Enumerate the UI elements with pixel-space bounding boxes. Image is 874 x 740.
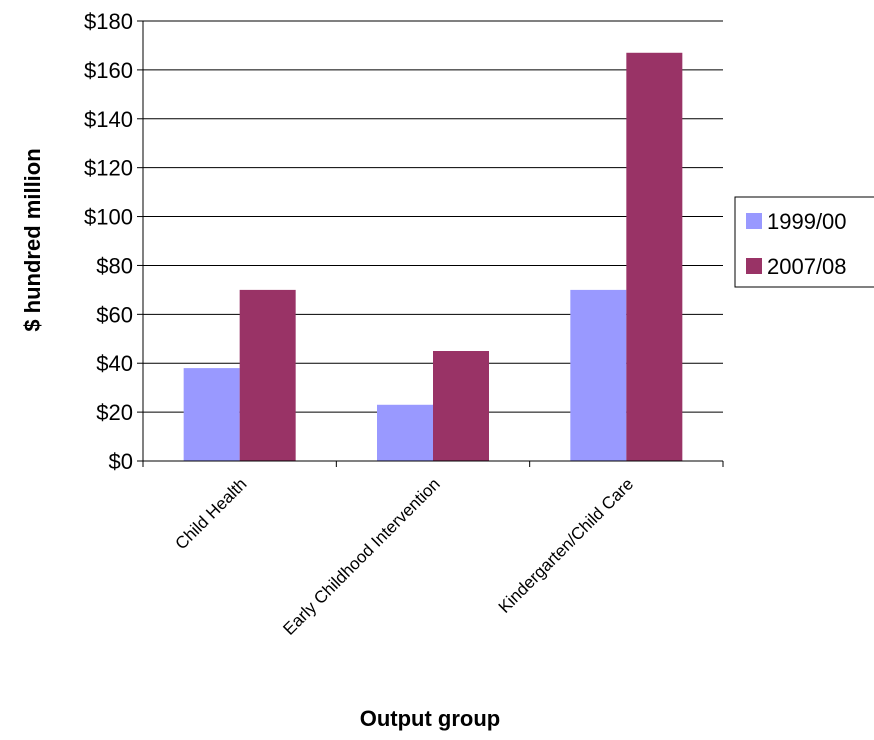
legend-swatch	[746, 213, 762, 229]
legend-label: 1999/00	[767, 209, 847, 234]
x-axis-title: Output group	[360, 706, 501, 731]
y-tick-label: $100	[84, 205, 133, 230]
bar-2007-08	[433, 351, 489, 461]
y-tick-label: $180	[84, 9, 133, 34]
bar-2007-08	[626, 52, 683, 462]
bar-2007-08	[239, 289, 296, 461]
y-axis-title: $ hundred million	[20, 148, 45, 331]
bars	[183, 52, 683, 462]
x-tick-label: Child Health	[172, 474, 251, 553]
axes	[137, 20, 724, 467]
y-tick-labels: $0 $20 $40 $60 $80 $100 $120 $140 $160 $180	[84, 9, 133, 474]
x-tick-labels: Child Health Early Childhood Intervention…	[172, 474, 638, 638]
bar-1999-00	[377, 404, 433, 461]
y-tick-label: $80	[96, 253, 133, 278]
y-tick-label: $160	[84, 58, 133, 83]
legend-swatch	[746, 258, 762, 274]
y-tick-label: $40	[96, 351, 133, 376]
x-tick-label: Kindergarten/Child Care	[495, 474, 637, 616]
y-tick-label: $60	[96, 302, 133, 327]
y-tick-label: $20	[96, 400, 133, 425]
y-tick-label: $0	[109, 449, 133, 474]
y-tick-label: $120	[84, 156, 133, 181]
bar-1999-00	[570, 289, 627, 461]
bar-1999-00	[183, 368, 240, 461]
x-tick-label: Early Childhood Intervention	[279, 474, 443, 638]
legend: 1999/00 2007/08	[734, 196, 874, 288]
legend-label: 2007/08	[767, 254, 847, 279]
y-tick-label: $140	[84, 107, 133, 132]
